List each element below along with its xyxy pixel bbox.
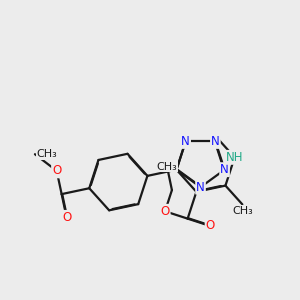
Text: N: N [220, 163, 229, 176]
Text: CH₃: CH₃ [157, 162, 177, 172]
Text: N: N [196, 181, 205, 194]
Text: CH₃: CH₃ [232, 206, 253, 216]
Text: NH: NH [226, 151, 243, 164]
Text: O: O [52, 164, 61, 177]
Text: O: O [62, 211, 71, 224]
Text: CH₃: CH₃ [36, 149, 57, 159]
Text: N: N [211, 135, 220, 148]
Text: N: N [181, 135, 190, 148]
Text: O: O [160, 205, 170, 218]
Text: O: O [206, 220, 215, 232]
